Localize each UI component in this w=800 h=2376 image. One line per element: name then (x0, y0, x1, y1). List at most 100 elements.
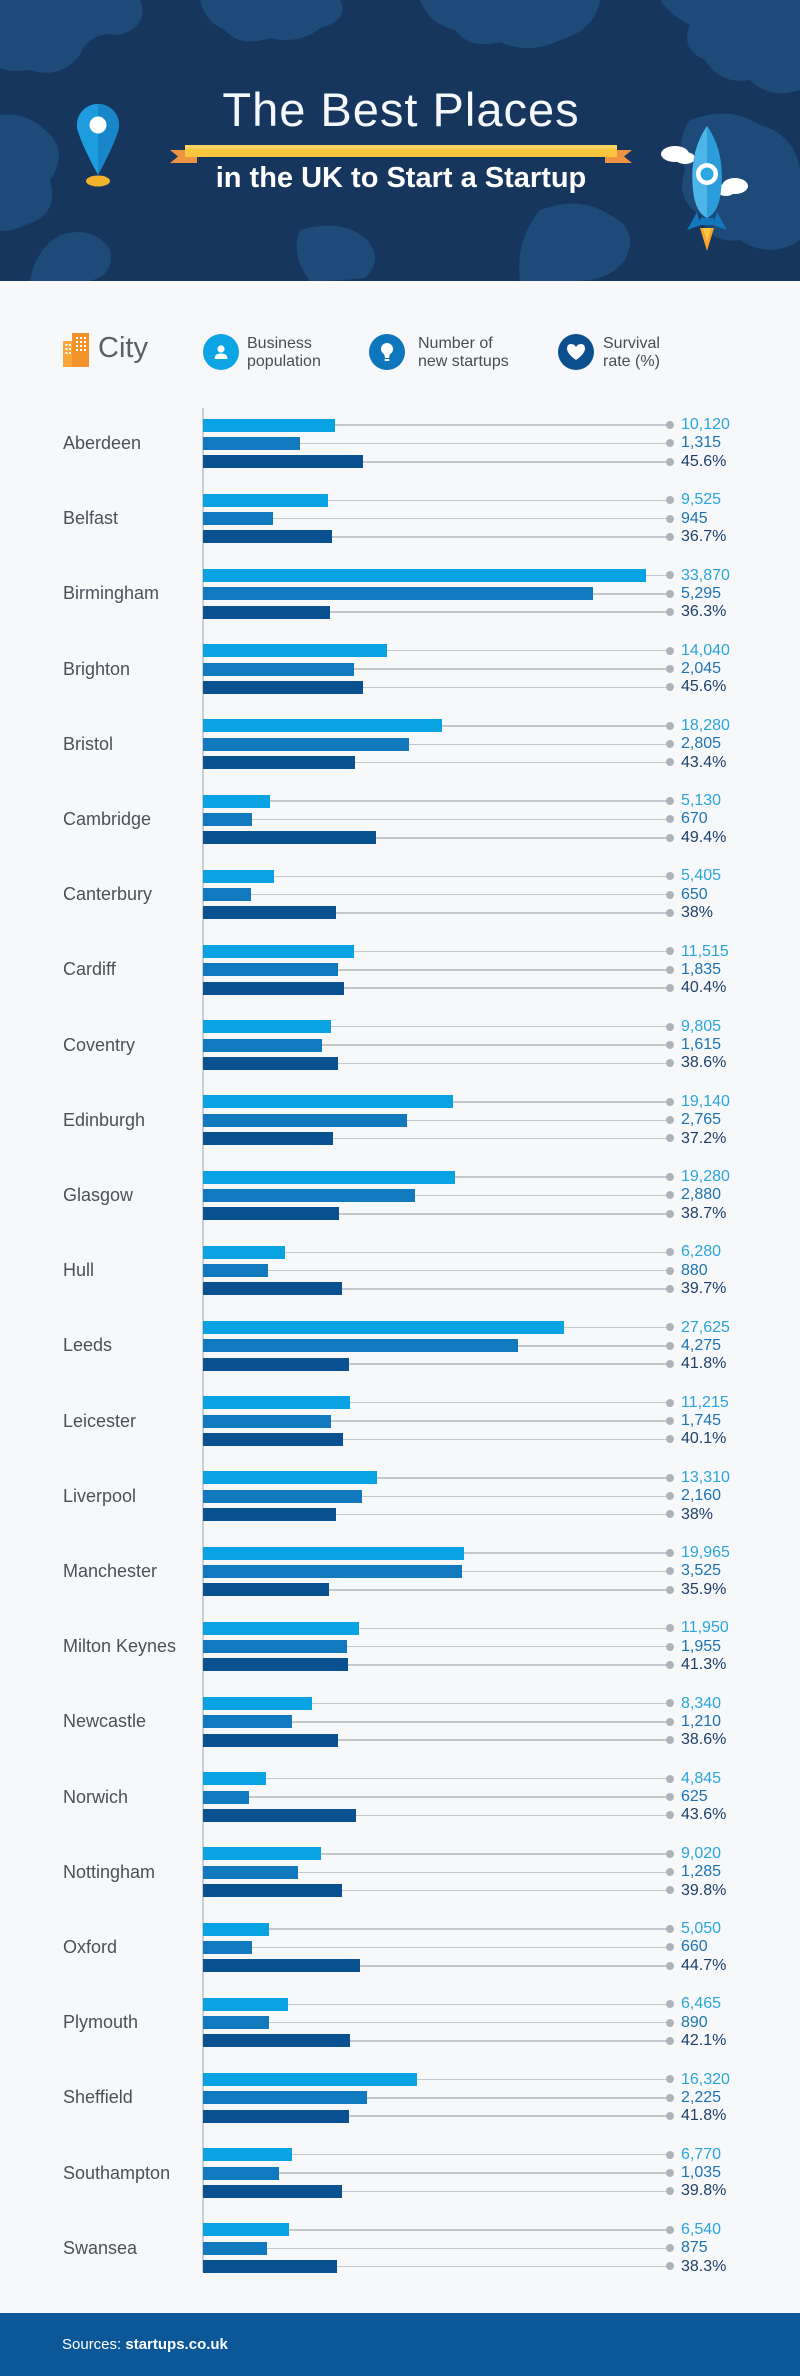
bar-row-startups: 2,160 (203, 1487, 783, 1505)
leader-dot (666, 1849, 674, 1858)
bar-row-population: 6,280 (203, 1243, 783, 1261)
leader-dot (666, 1943, 674, 1952)
value-label: 45.6% (681, 678, 727, 696)
leader-dot (666, 2112, 674, 2121)
bar-row-startups: 3,525 (203, 1562, 783, 1580)
city-row: Manchester 19,965 3,525 (0, 1544, 800, 1599)
leader-line (203, 969, 670, 971)
bar-row-startups: 1,315 (203, 434, 783, 452)
bar (203, 1132, 334, 1146)
bar-row-population: 14,040 (203, 642, 783, 660)
leader-line (203, 1137, 670, 1140)
city-label: Glasgow (63, 1185, 134, 1205)
bar (203, 418, 336, 432)
bar-row-population: 9,525 (203, 491, 783, 509)
leader-line (203, 1721, 670, 1723)
city-row: Canterbury 5,405 650 (0, 867, 800, 922)
bar-row-survival: 39.7% (203, 1280, 783, 1298)
bar-row-population: 6,540 (203, 2221, 783, 2239)
value-label: 1,955 (681, 1637, 722, 1655)
value-label: 670 (681, 810, 708, 828)
city-bars: 11,515 1,835 40.4% (203, 942, 783, 997)
leader-dot (666, 571, 674, 580)
leader-dot (666, 1398, 674, 1407)
leader-dot (666, 496, 674, 505)
bar-row-startups: 2,045 (203, 660, 783, 678)
bar-row-startups: 890 (203, 2014, 783, 2032)
value-label: 38.6% (681, 1731, 727, 1749)
bar (203, 1207, 339, 1221)
value-label: 1,835 (681, 960, 722, 978)
bar (203, 1884, 343, 1898)
leader-dot (666, 1473, 674, 1482)
bar-row-population: 9,805 (203, 1018, 783, 1036)
bar-row-startups: 670 (203, 810, 783, 828)
leader-dot (666, 1266, 674, 1275)
city-row: Leeds 27,625 4,275 (0, 1318, 800, 1373)
leader-dot (666, 2000, 674, 2009)
leader-dot (666, 1624, 674, 1633)
bar (203, 1357, 350, 1371)
value-label: 650 (681, 885, 708, 903)
leader-line (203, 2021, 670, 2024)
bar-row-survival: 35.9% (203, 1581, 783, 1599)
leader-dot (666, 1886, 674, 1895)
bar-row-survival: 36.3% (203, 603, 783, 621)
leader-dot (666, 1435, 674, 1444)
bar (203, 455, 363, 469)
leader-line (203, 536, 670, 538)
bar-row-survival: 40.4% (203, 979, 783, 997)
leader-dot (666, 1699, 674, 1708)
bar (203, 1959, 360, 1973)
leader-dot (666, 890, 674, 899)
bar-row-survival: 38% (203, 904, 783, 922)
leader-dot (666, 1323, 674, 1332)
leader-line (203, 1946, 670, 1949)
value-label: 9,020 (681, 1844, 722, 1862)
value-label: 875 (681, 2239, 708, 2257)
city-row: Cambridge 5,130 670 (0, 792, 800, 847)
legend-item-new-startups (369, 334, 405, 370)
value-label: 44.7% (681, 1956, 727, 1974)
leader-dot (666, 721, 674, 730)
city-label: Aberdeen (63, 433, 142, 453)
value-label: 2,805 (681, 735, 722, 753)
city-bars: 10,120 1,315 45.6% (203, 416, 783, 471)
city-label: Oxford (63, 1937, 118, 1957)
bar-row-survival: 43.6% (203, 1806, 783, 1824)
leader-dot (666, 439, 674, 448)
value-label: 16,320 (681, 2070, 730, 2088)
leader-dot (666, 2244, 674, 2253)
bar-row-survival: 45.6% (203, 678, 783, 696)
city-bars: 6,280 880 39.7% (203, 1243, 783, 1298)
value-label: 2,160 (681, 1487, 722, 1505)
leader-line (203, 2078, 670, 2081)
bar-row-survival: 44.7% (203, 1957, 783, 1975)
leader-dot (666, 664, 674, 673)
bar (203, 662, 354, 676)
bar (203, 2072, 417, 2086)
bar-row-population: 19,965 (203, 1544, 783, 1562)
city-label: Leeds (63, 1335, 113, 1356)
bar-row-population: 16,320 (203, 2070, 783, 2088)
leader-dot (666, 984, 674, 993)
bar-row-startups: 2,765 (203, 1111, 783, 1129)
value-label: 41.8% (681, 1355, 727, 1373)
bar-row-survival: 41.8% (203, 1355, 783, 1373)
city-bars: 8,340 1,210 38.6% (203, 1694, 783, 1749)
value-label: 49.4% (681, 828, 727, 846)
value-label: 1,615 (681, 1036, 722, 1054)
bar-row-startups: 2,880 (203, 1186, 783, 1204)
bar-row-population: 5,405 (203, 867, 783, 885)
heart-icon (558, 334, 594, 370)
city-row: Sheffield 16,320 2,225 (0, 2070, 800, 2125)
value-label: 10,120 (681, 416, 730, 434)
leader-dot (666, 1549, 674, 1557)
bar (203, 981, 345, 995)
leader-line (203, 1645, 670, 1648)
bar-row-startups: 5,295 (203, 585, 783, 603)
leader-dot (666, 1925, 674, 1933)
bar (203, 1621, 360, 1635)
bar-row-population: 11,515 (203, 942, 783, 960)
value-label: 11,515 (681, 942, 729, 960)
